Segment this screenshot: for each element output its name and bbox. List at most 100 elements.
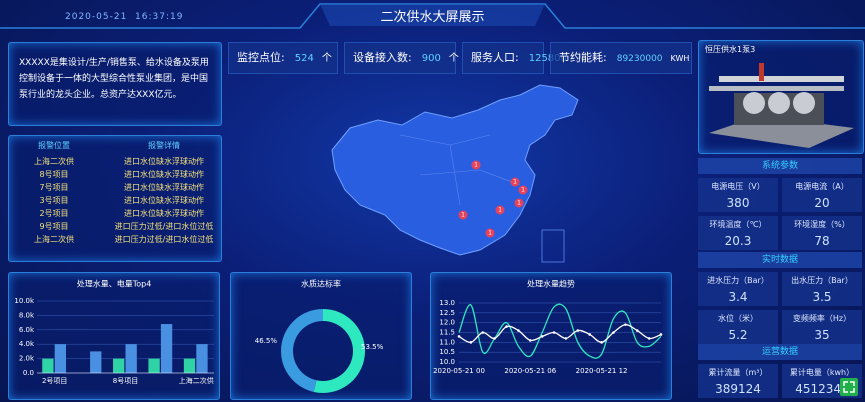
alarm-cell: 上海二次供: [34, 235, 74, 244]
line-point: [612, 331, 615, 334]
bar-panel: 处理水量、电量Top4 0.0 2.0k 4.0k 6.0k 8.0k 10.0k 2号项目 8…: [8, 272, 220, 400]
section-title: 运营数据: [698, 344, 862, 360]
line-point: [505, 325, 508, 328]
pie-panel: 水质达标率 53.5% 46.5%: [230, 272, 412, 400]
stat-box: 节约能耗: 89230000 KWH: [550, 42, 692, 74]
alarm-cell: 进口压力过低/进口水位过低: [114, 222, 214, 231]
alarm-cell: 3号项目: [39, 196, 69, 205]
date: 2020-05-21: [65, 12, 128, 22]
bar: [160, 324, 173, 373]
section-title: 实时数据: [698, 252, 862, 268]
stat-unit: 个: [448, 53, 459, 64]
y-tick-label: 12.0: [439, 319, 455, 327]
param-cell: 环境温度（℃） 20.3: [698, 216, 778, 250]
param-label: 变频频率（Hz）: [792, 314, 852, 323]
y-tick-label: 0.0: [23, 369, 34, 377]
device-image: [709, 63, 854, 148]
fullscreen-button[interactable]: [840, 378, 858, 396]
param-cell: 累计流量（m³） 389124: [698, 364, 778, 398]
alarm-header: 报警位置: [38, 141, 70, 150]
x-tick-label: 2020-05-21 06: [504, 367, 556, 375]
fullscreen-icon: [843, 381, 855, 393]
line-point: [624, 323, 627, 326]
y-tick-label: 6.0k: [19, 326, 35, 334]
x-tick-label: 2020-05-21 12: [576, 367, 628, 375]
line-series: [458, 323, 662, 343]
map-pin-label: 1: [498, 207, 502, 214]
device-name: 恒压供水1泵3: [705, 45, 756, 54]
alarm-header: 报警详情: [148, 141, 180, 150]
map-pin: [518, 185, 528, 195]
line-chart: 处理水量趋势 10.0 10.5 11.011.5 12.0 12.5 13.0 2020-0…: [433, 279, 663, 375]
stat-box: 服务人口:125800人: [462, 42, 585, 74]
alarm-cell: 上海二次供: [34, 157, 74, 166]
line-point: [469, 341, 473, 344]
line-point: [588, 333, 592, 336]
pie-slice: [281, 309, 323, 392]
device-panel: 恒压供水1泵3: [698, 40, 864, 154]
param-value: 35: [814, 328, 830, 342]
param-cell: 变频频率（Hz） 35: [782, 310, 862, 344]
line-point: [517, 329, 520, 332]
y-tick-label: 10.0: [439, 358, 455, 366]
chart-title: 处理水量、电量Top4: [77, 279, 152, 289]
param-label: 出水压力（Bar）: [791, 276, 853, 285]
param-label: 环境温度（℃）: [709, 220, 767, 229]
map-pin-label: 1: [517, 200, 521, 207]
line-panel: 处理水量趋势 10.0 10.5 11.0 11.5 12.0 12.5 13.0 2020-0…: [430, 272, 672, 400]
pie-chart: 水质达标率 53.5% 46.5%: [255, 279, 384, 393]
param-cell: 电源电流（A） 20: [782, 178, 862, 212]
x-tick-label: 8号项目: [113, 377, 138, 385]
alarm-cell: 7号项目: [39, 183, 69, 192]
bar: [90, 351, 102, 373]
line-point: [481, 331, 485, 334]
alarm-cell: 进口水位缺水浮球动作: [124, 209, 204, 218]
map-pin-label: 1: [488, 230, 492, 237]
param-label: 电源电流（A）: [795, 182, 849, 191]
intro-panel: XXXXX是集设计/生产/销售泵、给水设备及泵用控制设备于一体的大型综合性泵业集…: [8, 42, 222, 126]
stat-unit: KWH: [670, 54, 690, 63]
line-point: [576, 329, 580, 332]
y-tick-label: 11.0: [439, 338, 455, 346]
x-tick-label: 2020-05-21 00: [433, 367, 485, 375]
alarm-cell: 2号项目: [39, 209, 69, 218]
param-cell: 水位（米） 5.2: [698, 310, 778, 344]
x-tick-label: 上海二次供: [179, 376, 214, 385]
map-pin: [458, 210, 468, 220]
param-label: 水位（米）: [718, 314, 758, 323]
bar: [125, 344, 137, 373]
stat-value: 89230000: [616, 54, 663, 64]
pie-label: 46.5%: [255, 337, 278, 345]
x-tick-label: 2号项目: [42, 377, 67, 385]
param-label: 累计流量（m³）: [708, 368, 768, 377]
y-tick-label: 11.5: [439, 329, 455, 337]
alarm-cell: 进口水位缺水浮球动作: [124, 157, 204, 166]
param-value: 20: [814, 196, 830, 210]
map-pin-label: 1: [474, 162, 478, 169]
time: 16:37:19: [135, 12, 184, 22]
line-point: [528, 339, 532, 342]
param-value: 3.5: [812, 290, 832, 304]
section-title: 系统参数: [698, 158, 862, 174]
map-pin: [495, 205, 505, 215]
bar: [54, 344, 67, 373]
line-point: [635, 329, 639, 332]
datetime: 2020-05-21 16:37:19: [65, 12, 183, 22]
param-value: 4512345: [795, 382, 849, 396]
alarm-cell: 进口水位缺水浮球动作: [124, 183, 204, 192]
alarm-cell: 进口水位缺水浮球动作: [124, 196, 204, 205]
stat-label: 设备接入数:: [353, 51, 412, 64]
bar: [148, 358, 160, 373]
line-point: [457, 335, 461, 338]
param-cell: 出水压力（Bar） 3.5: [782, 272, 862, 306]
y-tick-label: 10.5: [439, 348, 455, 356]
map-pin: [485, 228, 495, 238]
map-pin-label: 1: [461, 212, 465, 219]
line-point: [564, 337, 568, 340]
bar: [196, 344, 208, 373]
stat-label: 服务人口:: [471, 51, 519, 64]
param-value: 389124: [715, 382, 761, 396]
map-pin: [514, 198, 524, 208]
